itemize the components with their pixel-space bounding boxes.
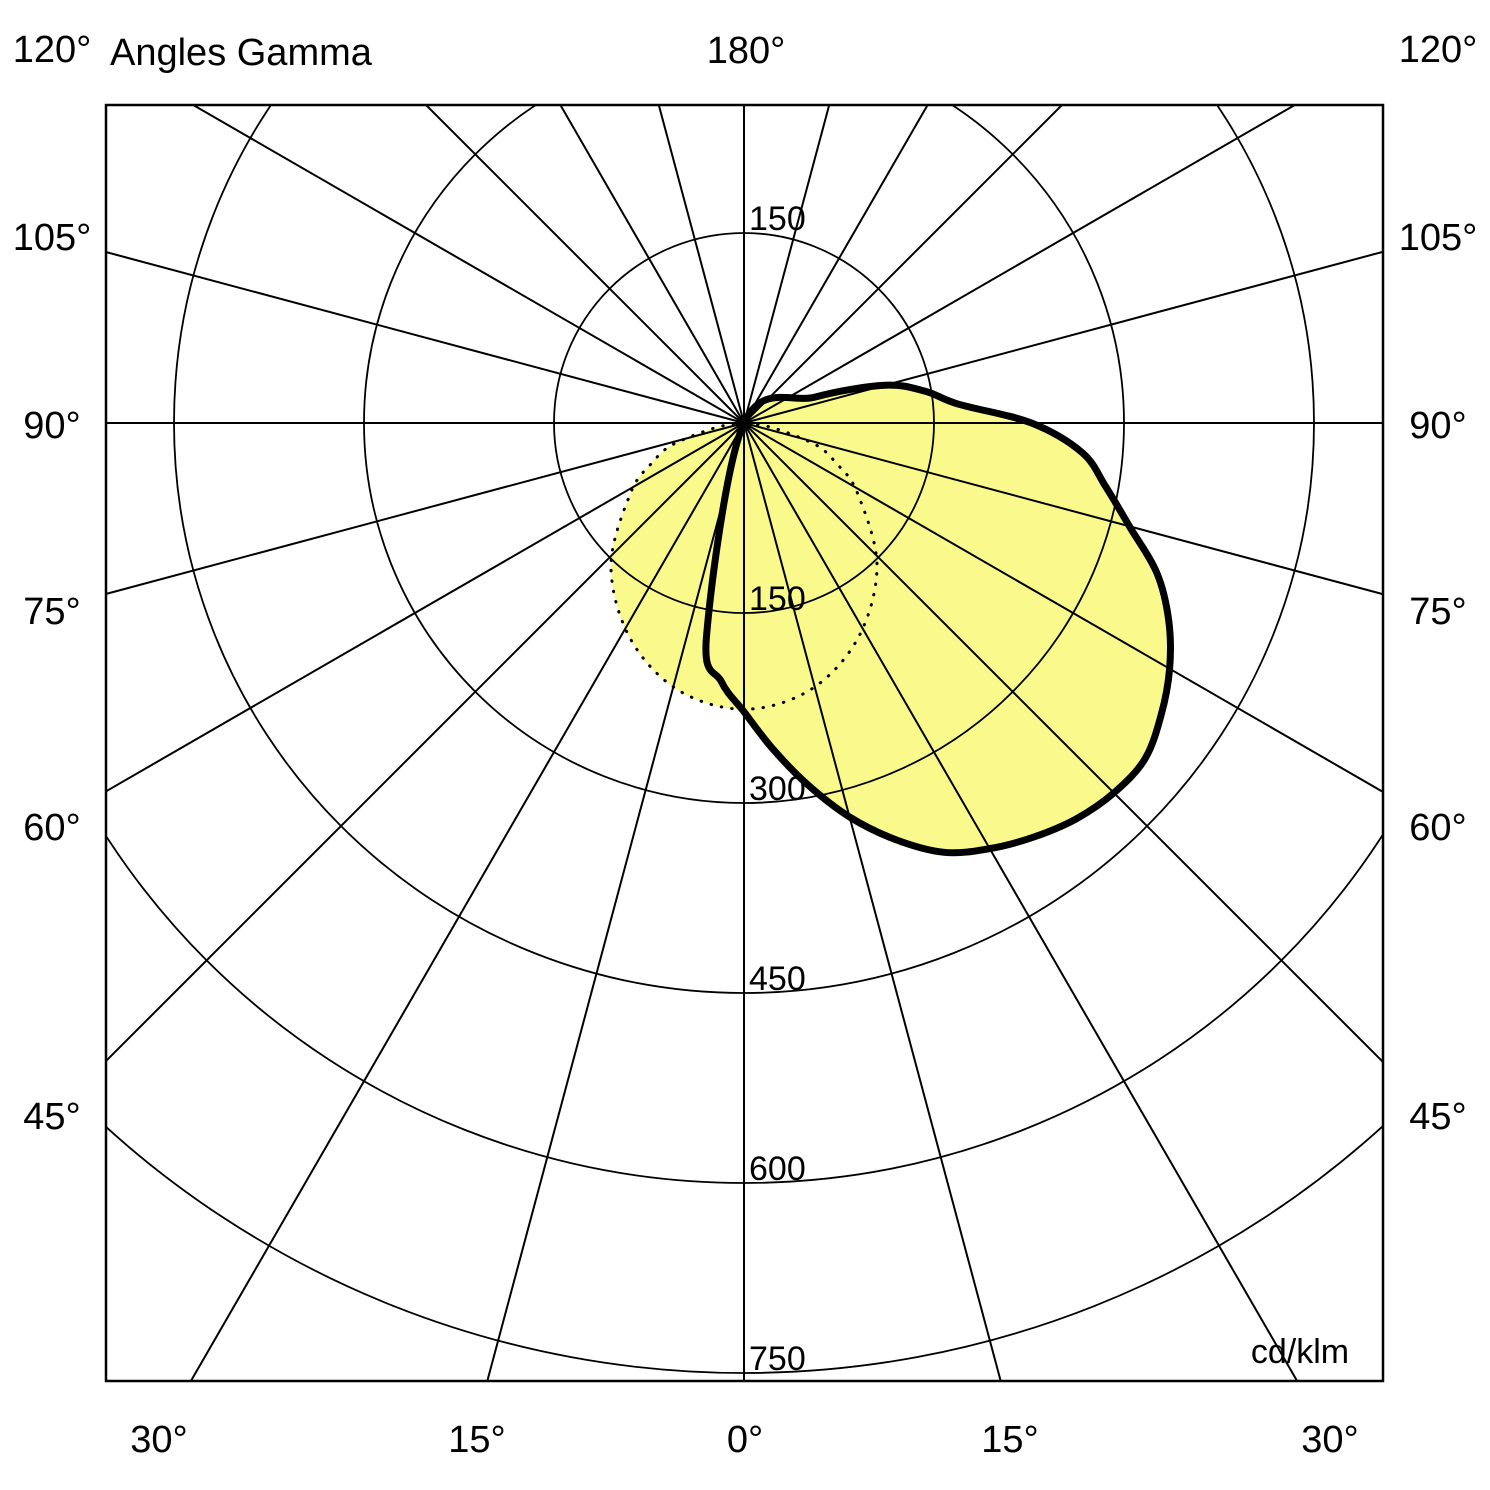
- gamma-grid-ray: [559, 105, 745, 424]
- radial-tick-label: 450: [749, 960, 806, 998]
- gamma-grid-ray: [106, 422, 745, 595]
- radial-tick-label: 300: [749, 770, 806, 808]
- radial-tick-label: 150: [749, 200, 806, 238]
- radial-tick-label: 600: [749, 1150, 806, 1188]
- gamma-label-left: 90°: [23, 405, 81, 447]
- gamma-grid-ray: [743, 250, 1383, 424]
- unit-label: cd/klm: [1250, 1333, 1350, 1371]
- gamma-grid-ray: [106, 422, 745, 1063]
- gamma-grid-ray: [106, 251, 745, 424]
- gamma-grid-ray: [743, 422, 1383, 596]
- gamma-grid-ray: [743, 422, 1383, 794]
- gamma-label-bottom: 15°: [448, 1419, 506, 1461]
- gamma-label-bottom: 0°: [726, 1419, 764, 1461]
- corner-gamma-label-left: 120°: [12, 29, 92, 71]
- top-gamma-label: 180°: [706, 30, 786, 72]
- gamma-label-left: 75°: [23, 591, 81, 633]
- gamma-label-left: 105°: [12, 217, 92, 259]
- gamma-grid-ray: [743, 422, 1383, 1064]
- gamma-label-right: 45°: [1409, 1096, 1467, 1138]
- gamma-label-bottom: 15°: [981, 1419, 1039, 1461]
- gamma-label-right: 90°: [1409, 405, 1467, 447]
- gamma-label-right: 105°: [1398, 217, 1478, 259]
- gamma-label-right: 60°: [1409, 807, 1467, 849]
- gamma-grid-ray: [743, 422, 1299, 1381]
- plot-border: [104, 103, 1385, 1383]
- gamma-grid-ray: [191, 105, 745, 424]
- gamma-label-left: 60°: [23, 807, 81, 849]
- gamma-grid-ray: [106, 422, 745, 793]
- gamma-grid-ray: [424, 105, 745, 424]
- gamma-grid-ray: [486, 422, 745, 1381]
- gamma-grid-ray: [743, 105, 831, 424]
- gamma-grid-ray: [657, 105, 745, 424]
- gamma-grid-ray: [189, 422, 745, 1381]
- gamma-label-bottom: 30°: [130, 1419, 188, 1461]
- gamma-label-right: 75°: [1409, 591, 1467, 633]
- solid-intensity-curve: [702, 381, 1174, 857]
- gamma-grid-ray: [743, 105, 929, 424]
- gamma-grid-ray: [743, 105, 1297, 424]
- radial-tick-label: 150: [749, 580, 806, 618]
- gamma-grid-ray: [743, 422, 1002, 1381]
- gamma-label-bottom: 30°: [1301, 1419, 1359, 1461]
- corner-gamma-label-right: 120°: [1398, 29, 1478, 71]
- diagram-title: Angles Gamma: [110, 32, 372, 74]
- gamma-label-left: 45°: [23, 1096, 81, 1138]
- radial-tick-label: 750: [749, 1340, 806, 1378]
- gamma-grid-ray: [743, 105, 1064, 424]
